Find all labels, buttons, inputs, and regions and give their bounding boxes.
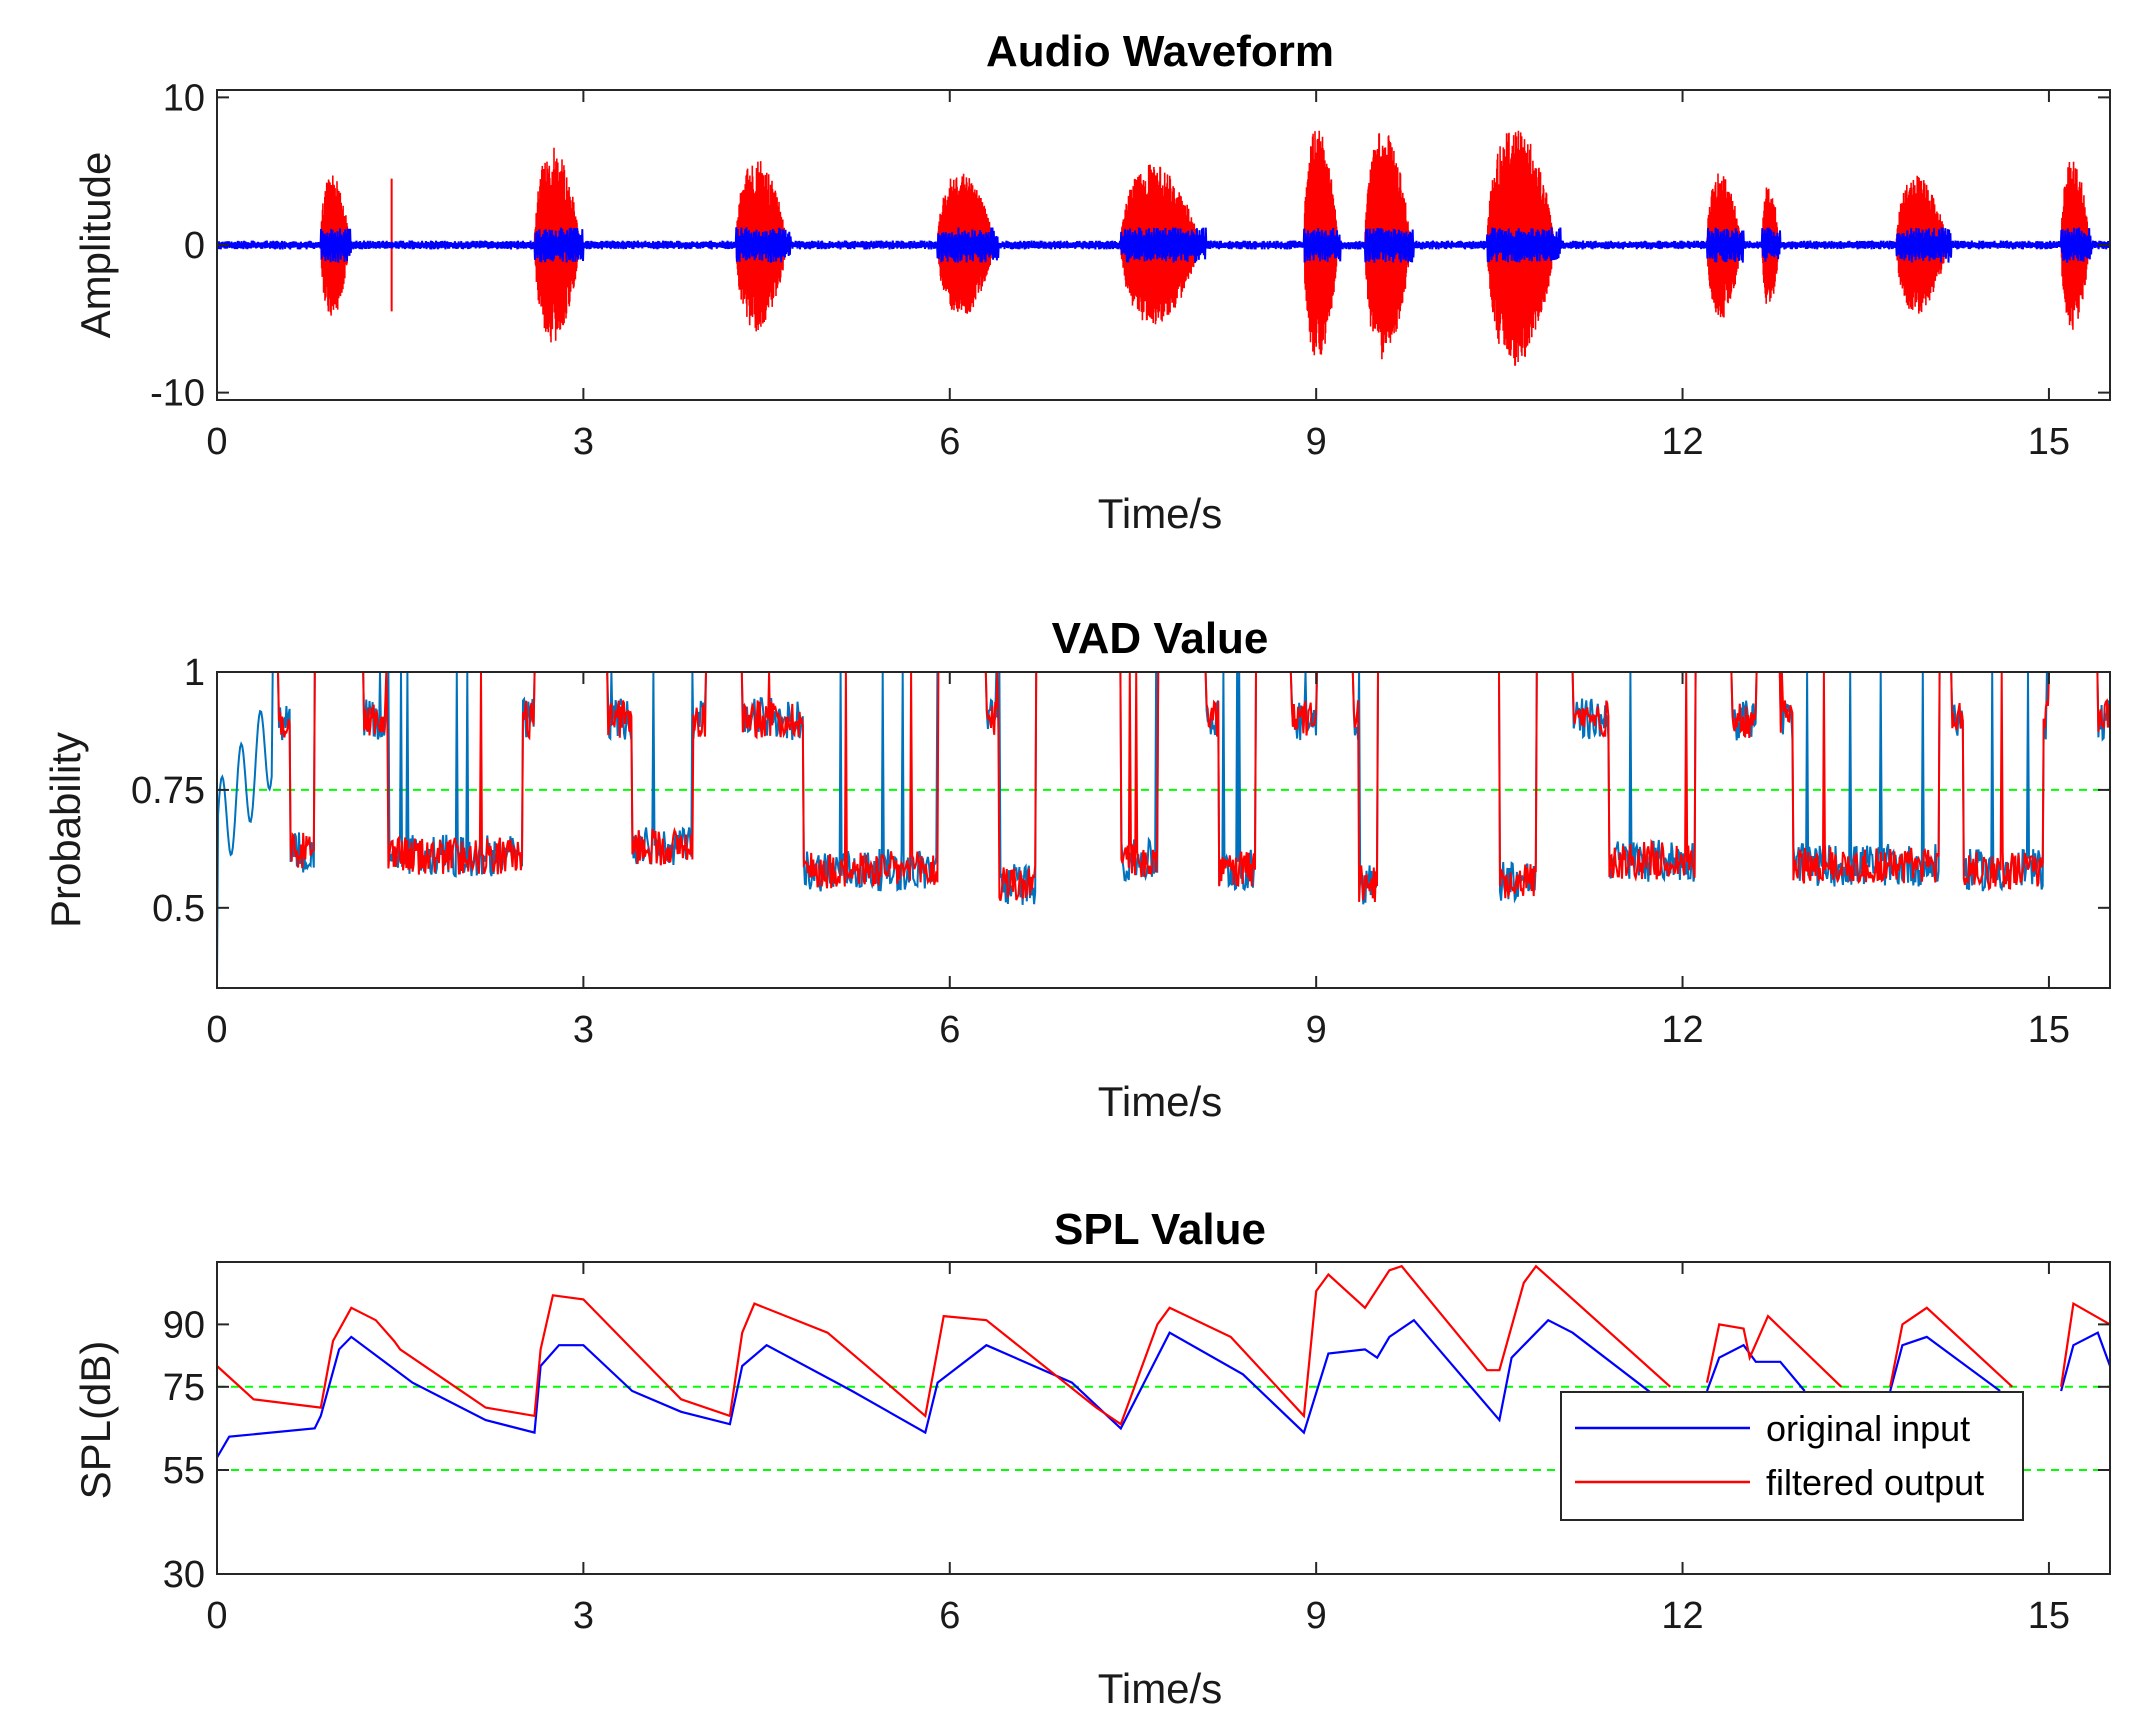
spl-filtered-trace-segment — [1889, 1306, 2014, 1388]
x-tick-label: 6 — [939, 421, 960, 463]
y-tick-label: 0.75 — [131, 770, 205, 812]
y-tick-label: 55 — [163, 1450, 205, 1492]
x-tick-label: 9 — [1306, 421, 1327, 463]
vad-traces — [216, 671, 2111, 984]
panel-spl: SPL Value 0 3 6 9 12 15 30 55 75 90 Time/s SPL(dB… — [72, 1205, 2112, 1712]
x-tick-label: 12 — [1661, 1595, 1703, 1637]
y-tick-label: 0.5 — [152, 888, 205, 930]
legend-label-original: original input — [1766, 1408, 1970, 1449]
legend-box — [1560, 1391, 2024, 1521]
x-tick-label: 9 — [1306, 1009, 1327, 1051]
spl-legend: original input filtered output — [1560, 1391, 2024, 1521]
y-tick-label: 30 — [163, 1554, 205, 1596]
x-tick-label: 6 — [939, 1595, 960, 1637]
spl-original-trace-segment — [1889, 1335, 2001, 1392]
x-tick-label: 3 — [573, 1009, 594, 1051]
y-tick-label: 0 — [184, 225, 205, 267]
x-tick-label: 12 — [1661, 1009, 1703, 1051]
spl-filtered-trace-segment — [2060, 1301, 2111, 1387]
spl-filtered-trace — [216, 1264, 1672, 1426]
spl-xlabel: Time/s — [1098, 1665, 1222, 1712]
spl-original-trace — [216, 1318, 1671, 1459]
vad-axes-box — [216, 671, 2111, 989]
waveform-traces — [216, 130, 2111, 366]
spl-title: SPL Value — [1054, 1205, 1266, 1254]
vad-ylabel: Probability — [42, 732, 89, 928]
x-tick-label: 15 — [2028, 421, 2070, 463]
y-tick-label: 75 — [163, 1367, 205, 1409]
x-tick-label: 3 — [573, 421, 594, 463]
y-tick-label: 1 — [184, 652, 205, 694]
legend-label-filtered: filtered output — [1766, 1462, 1984, 1503]
vad-filtered-trace — [217, 671, 2111, 903]
spl-traces — [216, 1264, 2112, 1459]
y-tick-label: 90 — [163, 1304, 205, 1346]
y-tick-label: 10 — [163, 77, 205, 119]
x-tick-label: 0 — [206, 421, 227, 463]
spl-filtered-trace-segment — [1705, 1314, 1843, 1388]
x-tick-label: 6 — [939, 1009, 960, 1051]
spl-original-trace-segment — [1705, 1343, 1806, 1392]
x-tick-label: 9 — [1306, 1595, 1327, 1637]
waveform-xlabel: Time/s — [1098, 490, 1222, 537]
x-tick-label: 3 — [573, 1595, 594, 1637]
x-tick-label: 0 — [206, 1009, 227, 1051]
vad-title: VAD Value — [1052, 614, 1269, 663]
waveform-ylabel: Amplitude — [72, 152, 119, 339]
x-tick-label: 15 — [2028, 1595, 2070, 1637]
waveform-blue-trace — [216, 227, 2111, 263]
y-tick-label: -10 — [150, 373, 205, 415]
spl-original-trace-segment — [2060, 1331, 2112, 1392]
panel-vad: VAD Value 0 3 6 9 12 15 0.5 0.75 1 Time/s Probab… — [42, 614, 2111, 1125]
spl-ylabel: SPL(dB) — [72, 1341, 119, 1500]
x-tick-label: 0 — [206, 1595, 227, 1637]
x-tick-label: 15 — [2028, 1009, 2070, 1051]
spl-axes-box — [216, 1261, 2111, 1575]
waveform-title: Audio Waveform — [986, 27, 1334, 76]
vad-xlabel: Time/s — [1098, 1078, 1222, 1125]
x-tick-label: 12 — [1661, 421, 1703, 463]
vad-original-trace — [216, 671, 2111, 984]
